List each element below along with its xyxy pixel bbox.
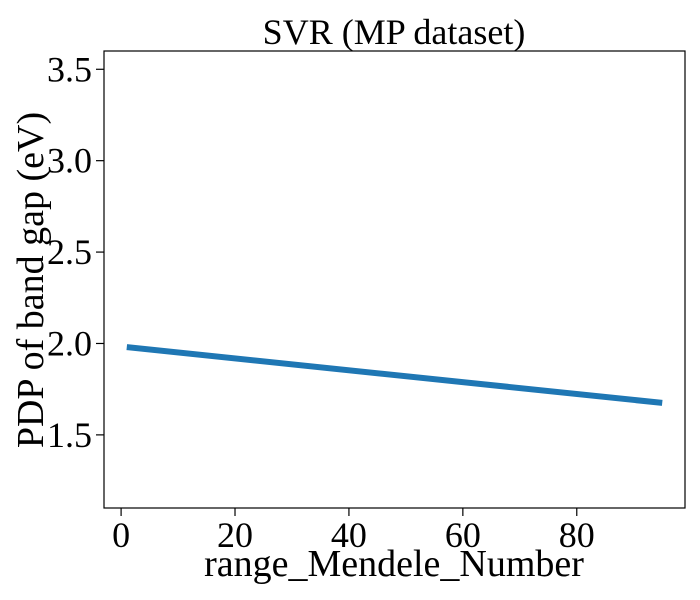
y-tick-label: 3.0 <box>47 141 92 181</box>
x-tick-label: 20 <box>217 515 253 555</box>
chart-title: SVR (MP dataset) <box>263 12 526 52</box>
x-tick-label: 0 <box>112 515 130 555</box>
x-tick-label: 60 <box>445 515 481 555</box>
x-tick-label: 40 <box>331 515 367 555</box>
y-axis-label: PDP of band gap (eV) <box>10 112 52 448</box>
x-tick-label: 80 <box>559 515 595 555</box>
series-line-0 <box>126 344 663 406</box>
plot-frame <box>103 50 686 509</box>
y-tick-label: 2.0 <box>47 323 92 363</box>
y-tick-label: 3.5 <box>47 49 92 89</box>
y-axis-ticks: 1.5 2.0 2.5 3.0 3.5 <box>47 49 104 455</box>
plot-series <box>126 344 663 406</box>
x-axis-ticks: 0 20 40 60 80 <box>112 508 595 555</box>
x-axis-label: range_Mendele_Number <box>204 543 584 585</box>
y-tick-label: 2.5 <box>47 232 92 272</box>
y-tick-label: 1.5 <box>47 415 92 455</box>
